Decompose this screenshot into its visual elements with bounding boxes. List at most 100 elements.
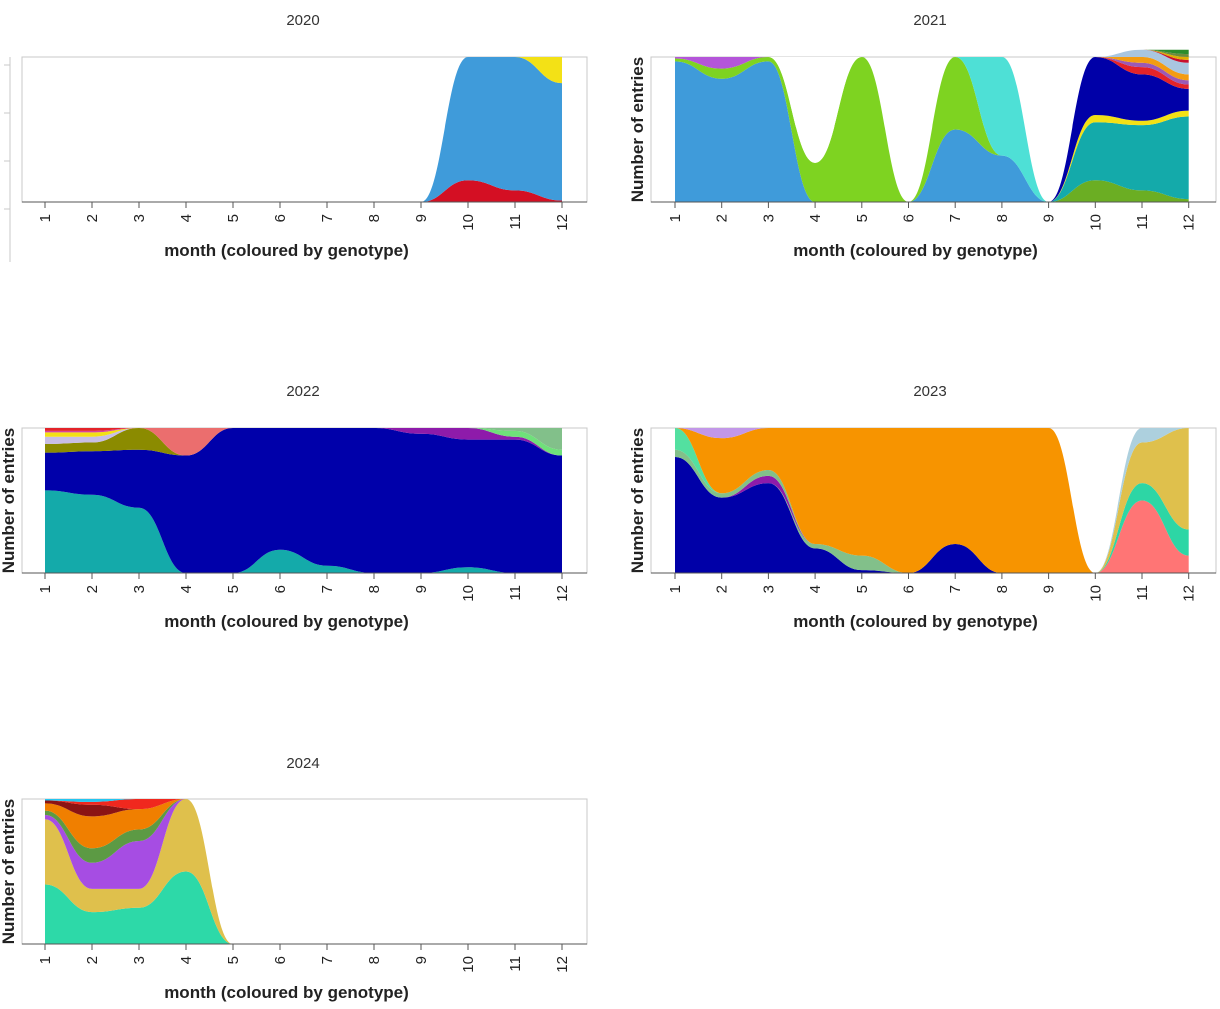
x-tick-label: 3 [760,585,777,593]
x-axis-title: month (coloured by genotype) [793,612,1038,631]
x-tick-label: 9 [413,214,430,222]
area-series-9 [45,428,562,437]
plot-area [650,427,1217,574]
x-tick-label: 11 [507,214,524,230]
area-series-4 [45,428,562,456]
x-tick-label: 11 [1134,585,1151,601]
x-tick-label: 4 [178,956,195,964]
x-tick-label: 2 [84,585,101,593]
area-series-1 [45,180,562,202]
area-series-3 [45,57,562,202]
area-series-5 [45,428,562,456]
area-series-10 [45,428,562,433]
area-series-10 [675,428,1189,573]
x-tick-label: 11 [507,956,524,972]
area-series-8 [45,428,562,450]
x-tick-label: 1 [667,214,684,222]
area-series-1 [675,180,1189,202]
chart-title: 2024 [286,755,320,772]
cropped-axis-fragment [4,57,11,262]
area-series-6 [675,428,1189,573]
x-tick-label: 7 [319,214,336,222]
area-series-3 [675,110,1189,202]
x-tick-label: 9 [1041,585,1058,593]
x-tick-label: 9 [413,585,430,593]
x-tick-label: 9 [1041,214,1058,222]
area-series-4 [45,799,562,944]
x-axis-title: month (coloured by genotype) [793,241,1038,260]
x-tick-label: 8 [366,214,383,222]
area-series-7 [45,428,562,456]
area-series-2 [675,116,1189,202]
area-series-3 [45,428,562,456]
x-tick-label: 1 [37,214,54,222]
x-tick-label: 5 [854,214,871,222]
x-tick-label: 5 [225,956,242,964]
area-series-11 [675,57,1189,202]
y-axis-title: Number of entries [0,428,18,573]
x-tick-label: 3 [131,956,148,964]
x-tick-label: 8 [366,585,383,593]
x-tick-label: 2 [84,956,101,964]
x-tick-label: 7 [947,585,964,593]
area-series-2 [45,57,562,202]
x-tick-label: 7 [319,956,336,964]
area-series-11 [45,428,562,431]
area-series-7 [675,428,1189,573]
x-tick-label: 4 [807,214,824,222]
x-tick-label: 10 [460,585,477,602]
x-tick-label: 3 [131,585,148,593]
plot-area [21,427,588,574]
x-tick-label: 10 [1087,214,1104,231]
area-series-13 [675,49,1189,202]
x-tick-label: 8 [994,585,1011,593]
area-series-15 [675,49,1189,202]
x-tick-label: 2 [714,214,731,222]
x-tick-label: 3 [760,214,777,222]
x-tick-label: 5 [854,585,871,593]
x-tick-label: 6 [272,214,289,222]
plot-area [21,56,588,203]
x-tick-label: 12 [554,214,571,231]
chart-title: 2022 [286,383,320,400]
x-tick-label: 5 [225,585,242,593]
area-series-4 [675,61,1189,202]
area-series-6 [45,799,562,944]
x-tick-label: 2 [714,585,731,593]
chart-title: 2020 [286,12,320,29]
area-series-1 [675,457,1189,573]
x-tick-label: 6 [272,956,289,964]
area-series-7 [45,799,562,944]
area-series-11 [675,428,1189,573]
x-axis-title: month (coloured by genotype) [164,612,409,631]
x-tick-label: 12 [1181,214,1198,231]
chart-title: 2021 [913,12,947,29]
x-tick-label: 8 [994,214,1011,222]
x-tick-label: 4 [178,214,195,222]
area-series-3 [45,799,562,944]
x-tick-label: 12 [554,585,571,602]
x-axis-title: month (coloured by genotype) [164,241,409,260]
x-tick-label: 12 [554,956,571,973]
plot-area [650,56,1217,203]
area-series-7 [675,57,1189,202]
area-series-5 [675,57,1189,202]
area-series-14 [675,49,1189,202]
area-series-6 [675,57,1189,202]
x-tick-label: 6 [901,214,918,222]
area-series-9 [675,57,1189,202]
x-tick-label: 1 [667,585,684,593]
x-tick-label: 8 [366,956,383,964]
area-series-1 [45,490,562,573]
x-tick-label: 6 [272,585,289,593]
area-series-2 [675,457,1189,573]
area-series-8 [45,799,562,944]
area-series-2 [45,799,562,944]
x-tick-label: 10 [460,956,477,973]
area-series-2 [45,428,562,573]
area-series-17 [675,49,1189,202]
y-axis-title: Number of entries [0,799,18,944]
area-series-6 [45,428,562,456]
